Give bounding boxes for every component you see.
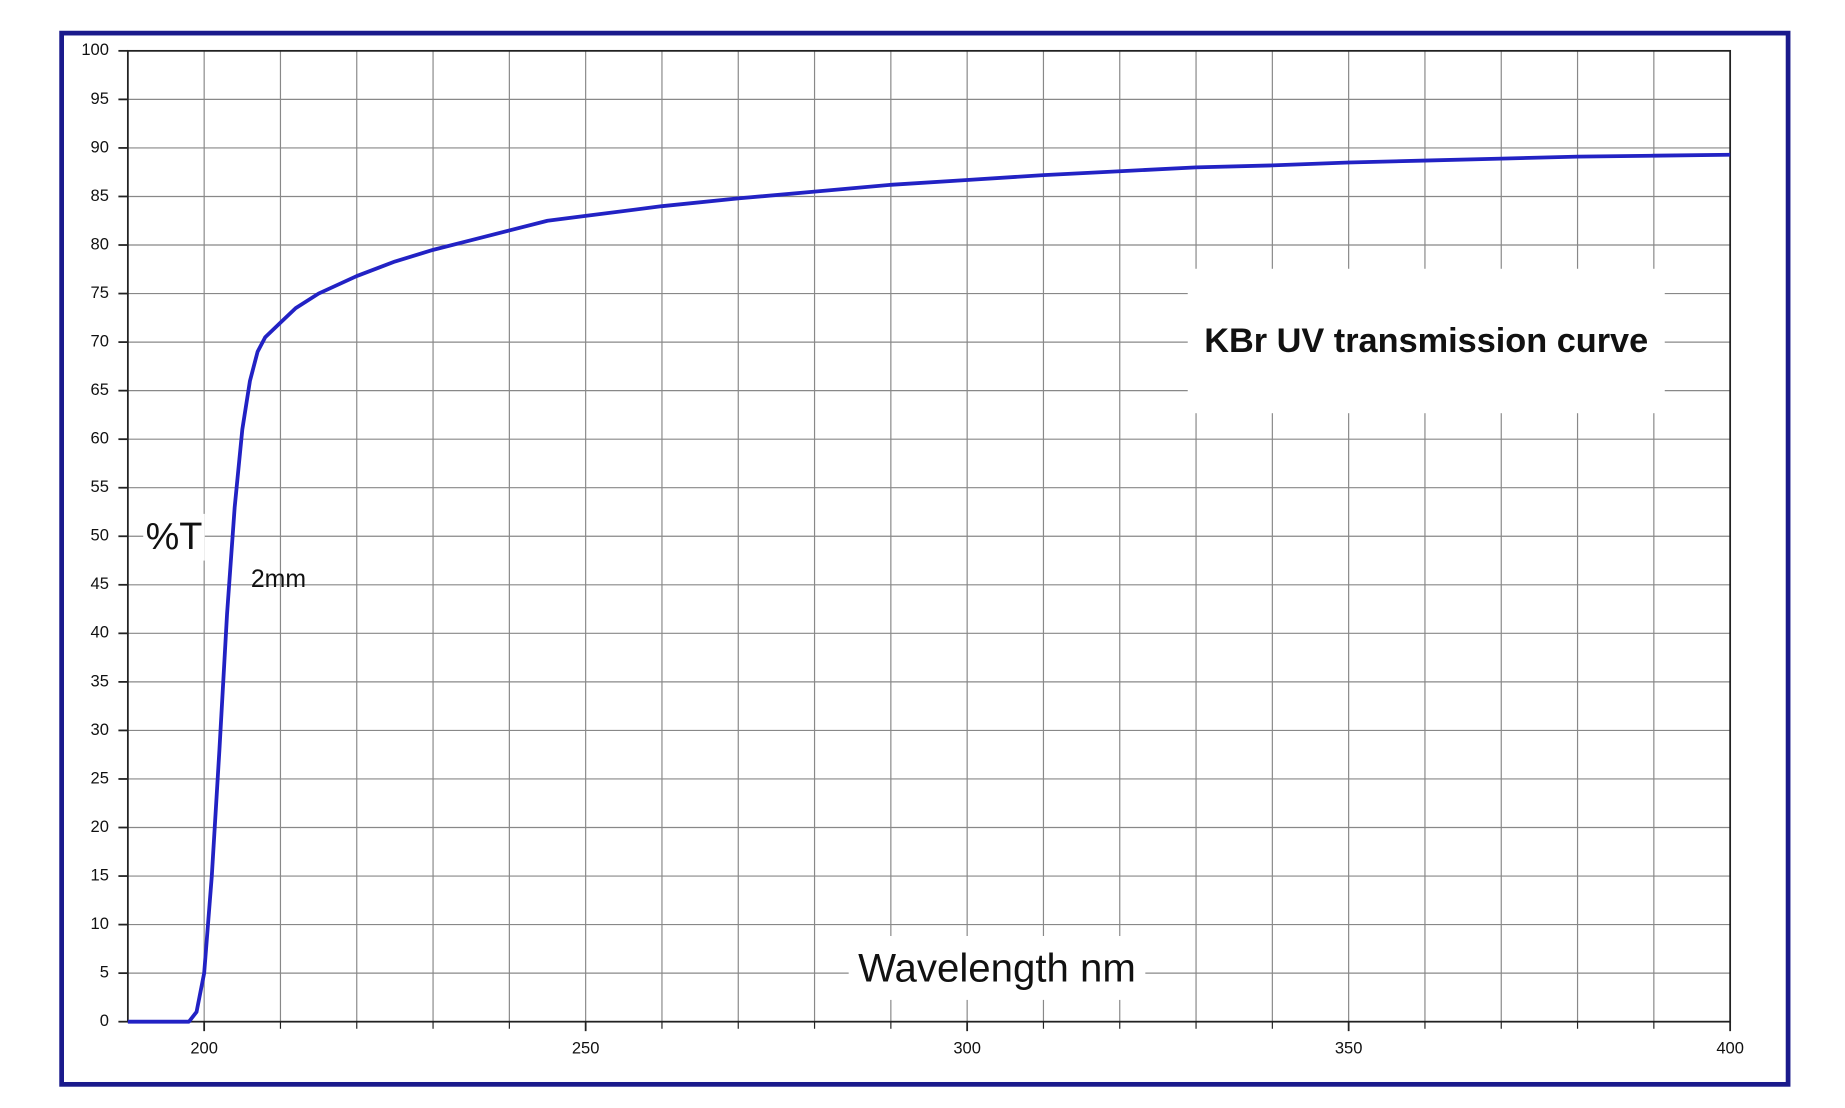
marks <box>127 152 1731 1024</box>
frame <box>59 30 1791 1087</box>
y-tick-label: 5 <box>100 963 109 982</box>
x-tick-label: 350 <box>1335 1038 1363 1057</box>
y-tick-label: 95 <box>91 89 109 108</box>
y-tick-label: 75 <box>91 283 109 302</box>
y-tick-label: 65 <box>91 380 109 399</box>
x-tick-label: 250 <box>572 1038 600 1057</box>
y-tick-label: 40 <box>91 623 109 642</box>
title-background <box>1187 268 1665 414</box>
y-tick-label: 70 <box>91 331 109 350</box>
y-tick-label: 90 <box>91 137 109 156</box>
y-label-background <box>143 513 205 561</box>
y-tick-label: 55 <box>91 477 109 496</box>
y-tick-label: 45 <box>91 574 109 593</box>
x-label-background <box>848 935 1146 1000</box>
y-tick-label: 35 <box>91 671 109 690</box>
y-tick-label: 10 <box>91 914 109 933</box>
grid: 0 5 10 15 20 25 30 35 40 45 50 55 60 65 70 75 80 85 90 95 10… <box>81 40 1744 1057</box>
y-tick-label: 80 <box>91 234 109 253</box>
chart-title: KBr UV transmission curve <box>1204 322 1648 360</box>
x-tick-label: 200 <box>190 1038 218 1057</box>
y-tick-label: 20 <box>91 817 109 836</box>
y-tick-label: 60 <box>91 429 109 448</box>
y-tick-label: 30 <box>91 720 109 739</box>
series-label: 2mm <box>251 566 306 593</box>
data-line <box>127 152 1731 1024</box>
y-tick-label: 100 <box>81 40 109 59</box>
y-tick-label: 50 <box>91 526 109 545</box>
y-tick-label: 25 <box>91 768 109 787</box>
x-tick-label: 400 <box>1716 1038 1744 1057</box>
x-axis-label: Wavelength nm <box>858 945 1136 990</box>
plot-border <box>126 49 1732 1023</box>
y-tick-label: 15 <box>91 865 109 884</box>
y-axis-label: %T <box>146 516 203 558</box>
y-tick-label: 85 <box>91 186 109 205</box>
y-tick-label: 0 <box>100 1011 109 1030</box>
x-tick-label: 300 <box>953 1038 981 1057</box>
